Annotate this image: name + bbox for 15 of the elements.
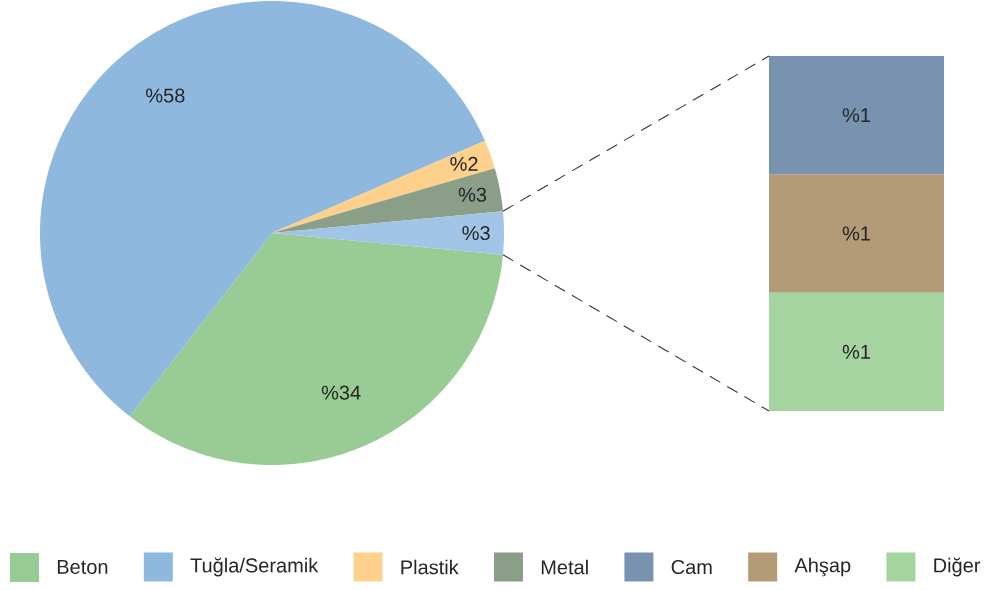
data-label: %1 [842,344,870,359]
legend-label: Tuğla/Seramik [190,557,319,577]
legend-label: Beton [57,560,108,574]
data-label: %2 [450,156,478,171]
data-label: %34 [321,385,361,400]
legend-label: Plastik [401,559,459,575]
data-label: %3 [462,225,490,241]
legend-label: Cam [671,559,712,575]
data-label: %3 [458,187,487,202]
legend-label: Ahşap [794,557,851,577]
data-label: %1 [842,108,870,123]
legend-label: Metal [541,559,588,575]
legend-label: Diğer [934,557,981,577]
data-label: %1 [842,226,870,241]
data-label: %58 [146,88,185,103]
